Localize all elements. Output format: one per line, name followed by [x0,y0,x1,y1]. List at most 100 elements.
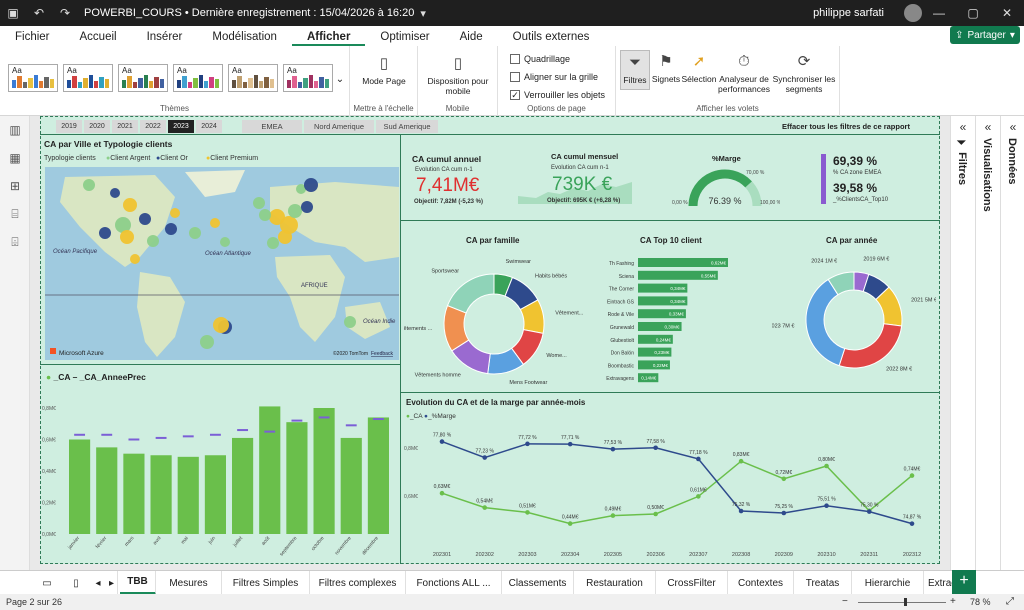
theme-swatch[interactable]: Aa [63,64,113,92]
map-bubble[interactable] [267,237,279,249]
data-point[interactable] [525,441,530,447]
page-tab[interactable]: Hierarchie [852,571,924,595]
map-bubble[interactable] [99,227,111,239]
map-canvas[interactable]: Océan Pacifique Océan Atlantique AFRIQUE… [45,167,399,360]
prev-year-marker[interactable] [345,424,357,427]
prev-year-marker[interactable] [74,433,86,436]
trend-line-chart[interactable]: 0,8M€ 0,6M€ 0,63M€ 0,54M€ 0,51M€ 0,44M€ 0,49M€… [402,420,938,562]
famille-donut-chart[interactable]: Swimwear Habits bébés Vêtement... Wome... Me… [404,252,584,390]
data-point[interactable] [610,446,616,452]
data-point[interactable] [781,476,787,482]
theme-swatch[interactable]: Aa [118,64,168,92]
snap-grid-checkbox[interactable]: Aligner sur la grille [510,72,598,82]
filters-pane-button[interactable]: ⏷ Filtres [620,50,650,90]
map-bubble[interactable] [139,213,151,225]
map-bubble[interactable] [120,230,134,244]
year-slicer-2024[interactable]: 2024 [196,120,222,133]
menu-0[interactable]: Fichier [15,31,50,43]
table-view-icon[interactable]: ▦ [9,151,21,165]
minimize-icon[interactable]: — [933,6,945,20]
year-slicer-2023[interactable]: 2023 [168,120,194,133]
map-bubble[interactable] [344,316,356,328]
undo-icon[interactable]: ↶ [33,6,45,20]
month-bar[interactable] [367,417,389,534]
annee-donut-chart[interactable]: 2019 6M € 2021 5M € 2022 8M € 2023 7M € 2024… [772,252,936,388]
data-point[interactable] [482,455,488,460]
chevron-left-icon[interactable]: « [984,120,992,134]
sync-slicers-button[interactable]: ⟳ Synchroniser les segments [772,52,836,94]
chevron-left-icon[interactable]: « [1009,120,1017,134]
share-button[interactable]: ⇪ Partager ▾ [950,26,1020,44]
data-point[interactable] [482,505,488,510]
map-bubble[interactable] [110,188,120,198]
map-bubble[interactable] [278,230,292,244]
donut-slice[interactable] [446,273,495,314]
redo-icon[interactable]: ↷ [59,6,71,20]
maximize-icon[interactable]: ▢ [967,6,979,20]
menu-1[interactable]: Accueil [79,31,117,43]
prev-year-marker[interactable] [101,433,113,436]
year-slicer-2020[interactable]: 2020 [84,120,110,133]
page-tab[interactable]: TBB [120,571,156,595]
client-bar[interactable] [638,334,673,344]
month-bar[interactable] [177,456,199,534]
map-bubble[interactable] [213,317,229,333]
client-bar[interactable] [638,258,728,267]
month-bar[interactable] [259,406,281,534]
client-bar[interactable] [638,270,718,280]
prev-year-marker[interactable] [155,436,167,439]
data-point[interactable] [696,456,701,462]
tmdl-view-icon[interactable]: ⌹ [11,234,19,249]
menu-2[interactable]: Insérer [146,31,183,43]
theme-swatch[interactable]: Aa [8,64,58,92]
data-point[interactable] [567,521,573,526]
menu-4[interactable]: Afficher [291,31,366,46]
lock-objects-checkbox[interactable]: ✓ Verrouiller les objets [510,90,605,100]
map-bubble[interactable] [130,254,140,264]
menu-3[interactable]: Modélisation [212,31,277,43]
map-bubble[interactable] [220,237,230,247]
zoom-out-icon[interactable]: − [842,596,848,607]
page-tab[interactable]: Mesures [156,571,222,595]
year-slicer-2021[interactable]: 2021 [112,120,138,133]
monthly-bar-chart[interactable]: 0,8M€ 0,6M€ 0,4M€ 0,2M€ 0,0M€ janvier février m… [42,388,398,562]
data-point[interactable] [738,508,744,514]
prev-year-marker[interactable] [372,418,384,421]
page-tab[interactable]: Treatas [794,571,852,595]
map-bubble[interactable] [280,216,298,234]
chevron-left-icon[interactable]: « [959,120,967,134]
year-slicer-2022[interactable]: 2022 [140,120,166,133]
zoom-in-icon[interactable]: + [950,596,956,607]
prev-year-marker[interactable] [318,416,330,419]
dax-query-icon[interactable]: ⌸ [11,206,19,221]
month-bar[interactable] [204,455,226,534]
themes-more-icon[interactable]: ⌄ [335,74,345,85]
theme-swatch[interactable]: Aa [228,64,278,92]
month-bar[interactable] [286,422,308,534]
map-bubble[interactable] [288,204,302,218]
map-bubble[interactable] [189,227,201,239]
selection-button[interactable]: ➚ Sélection [680,52,718,84]
data-point[interactable] [909,473,915,478]
data-point[interactable] [439,490,445,496]
month-bar[interactable] [96,447,118,534]
prev-year-marker[interactable] [291,419,303,422]
performance-analyzer-button[interactable]: ⏱ Analyseur de performances [716,52,772,94]
region-slicer[interactable]: EMEA [242,120,302,133]
map-visual[interactable]: Océan Pacifique Océan Atlantique AFRIQUE… [45,167,399,360]
map-bubble[interactable] [165,223,177,235]
map-bubble[interactable] [115,217,131,233]
add-page-button[interactable]: + [952,570,976,594]
page-tab[interactable]: Fonctions ALL ... [406,571,502,595]
month-bar[interactable] [123,453,145,534]
data-point[interactable] [824,503,829,509]
map-bubble[interactable] [304,178,318,192]
map-bubble[interactable] [83,179,95,191]
map-bubble[interactable] [259,209,271,221]
client-bar[interactable] [638,296,688,306]
report-view-icon[interactable]: ▥ [9,123,21,137]
prev-year-marker[interactable] [209,433,221,436]
client-bar[interactable] [638,283,688,293]
mobile-view-icon[interactable]: ▯ [73,577,79,589]
map-bubble[interactable] [170,208,180,218]
